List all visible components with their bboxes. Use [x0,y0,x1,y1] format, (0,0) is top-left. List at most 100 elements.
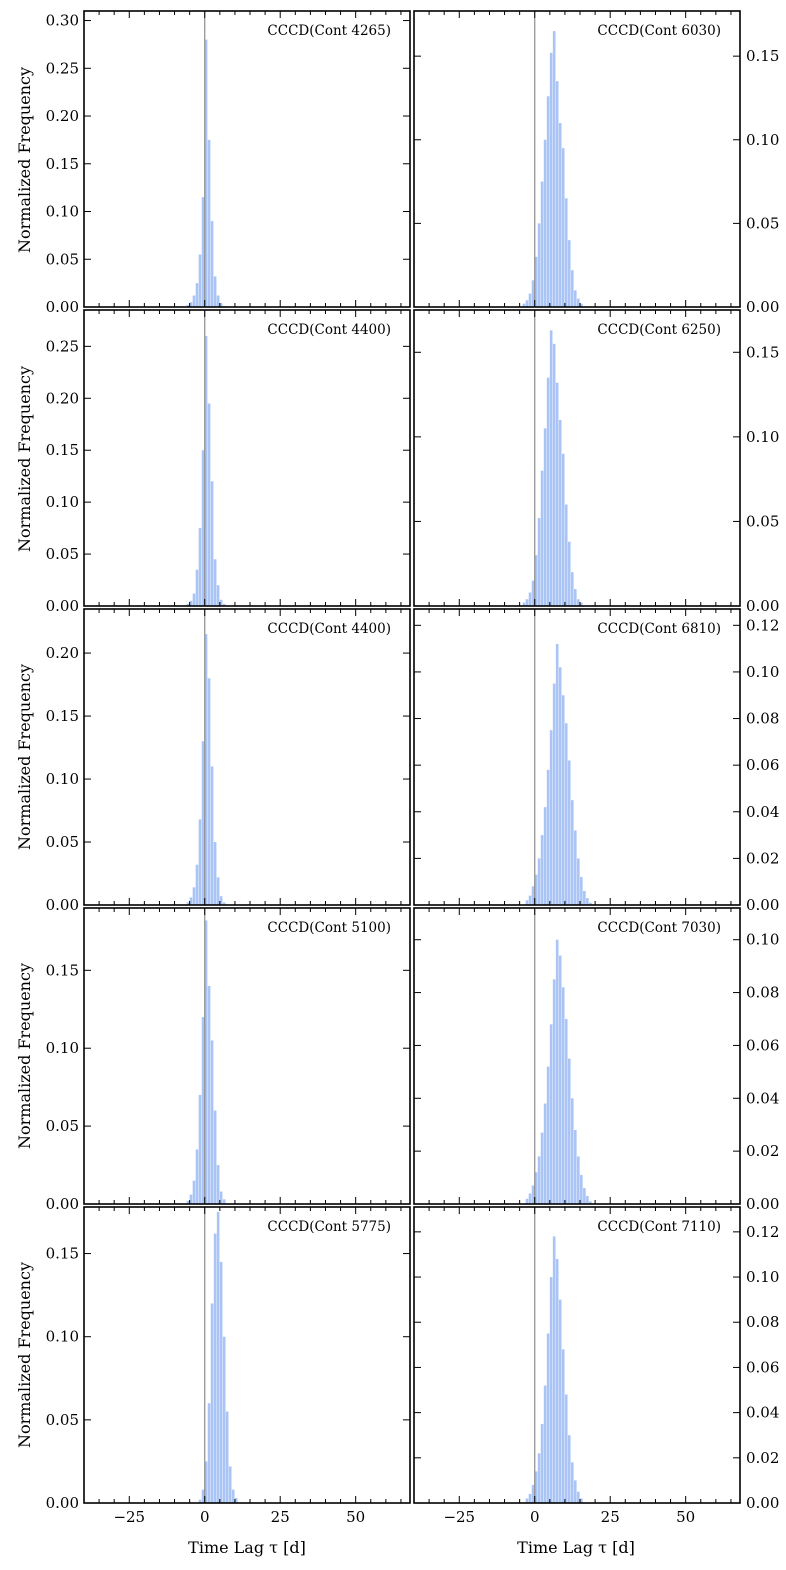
y-tick-label: 0.10 [46,493,79,511]
histogram-bar [207,985,211,1204]
histogram-bar [231,1489,235,1503]
histogram-bar [201,1489,205,1503]
histogram-bar [549,52,553,308]
histogram-bar [198,254,202,307]
histogram-bar [564,504,568,606]
histogram-bar [204,39,208,308]
y-tick-label: 0.05 [46,1117,79,1135]
histogram-bar [525,1498,529,1503]
histogram-bar [546,377,550,606]
histogram-bar [567,1058,571,1204]
y-tick-label: 0.15 [746,343,779,361]
y-tick-label: 0.15 [746,47,779,65]
axis-labels: Time Lag τ [d] Time Lag τ [d] Normalized… [15,67,635,1557]
histogram-bar [531,1484,535,1503]
histogram-bar [543,139,547,307]
y-tick-label: 0.15 [46,441,79,459]
histogram-bar [546,769,550,905]
histogram-bar [234,1498,238,1503]
histogram-bar [186,1200,190,1204]
histogram-bar [210,1040,214,1204]
histogram-bar [207,678,211,905]
panel-title: CCCD(Cont 4400) [267,621,391,637]
plot-frame [83,10,411,308]
y-tick-label: 0.00 [746,1494,779,1512]
histogram-bar [213,842,217,905]
histogram-bar [207,403,211,606]
histogram-bar [192,1180,196,1204]
histogram-bar [561,987,565,1204]
y-tick-label: 0.20 [46,644,79,662]
histogram-bar [570,1462,574,1503]
histogram-bar [540,470,544,606]
histogram-bar [525,1198,529,1204]
histogram-bar [564,198,568,307]
histogram-bar [192,295,196,307]
y-tick-label: 0.00 [46,1195,79,1213]
y-tick-label: 0.02 [746,849,779,867]
histogram-bar [543,1103,547,1204]
histogram-bar [577,599,580,606]
histogram-bar [552,683,556,905]
histogram-bar [558,955,562,1204]
plot-frame [413,608,741,906]
histogram-bar [558,667,562,905]
histogram-bar [207,139,211,307]
panel-left-1: 0.00 0.05 0.10 0.15 0.20 0.25 0.30 CCCD(Cont 42… [46,10,411,316]
histogram-bar [583,891,586,905]
histogram-bar [567,240,571,307]
y-tick-label: 0.12 [746,1223,779,1241]
histogram-bar [537,858,541,905]
x-tick-label: 50 [676,1508,695,1526]
histogram-bar [216,1165,220,1204]
y-axis-label-row-4: Normalized Frequency [15,963,34,1149]
y-tick-label: 0.10 [746,931,779,949]
y-tick-label: 0.10 [46,770,79,788]
histogram-bar [216,877,220,905]
panel-right-4: 0.00 0.02 0.04 0.06 0.08 0.10 CCCD(Cont 7030) [413,907,779,1213]
y-tick-label: 0.10 [746,428,779,446]
histogram-bar [213,276,217,307]
histogram-bar [189,302,193,307]
histogram-bar [198,1499,202,1503]
y-tick-label: 0.25 [46,337,79,355]
histogram-bar [561,453,565,606]
x-tick-label: −25 [113,1508,145,1526]
histogram-bar [573,830,577,905]
y-tick-label: 0.10 [746,1268,779,1286]
panel-left-5: 0.00 0.05 0.10 0.15 −25 0 25 50 CCCD(Cont 5775) [46,1206,411,1526]
histogram-bar [522,602,526,606]
histogram-bar [522,303,526,307]
histogram-bar [219,1261,223,1503]
histogram-bar [534,256,538,307]
histogram-bar [583,1188,586,1204]
y-tick-label: 0.15 [46,1245,79,1263]
x-tick-label: 25 [601,1508,620,1526]
y-tick-label: 0.05 [746,214,779,232]
histogram-bar [213,1110,217,1204]
panel-title: CCCD(Cont 6030) [597,23,721,39]
panel-title: CCCD(Cont 4400) [267,322,391,338]
histogram-bar [525,599,529,606]
histogram-bar [222,1336,226,1503]
panel-left-3: 0.00 0.05 0.10 0.15 0.20 CCCD(Cont 4400) [46,608,411,914]
histogram-bar [204,920,208,1204]
y-tick-label: 0.00 [46,298,79,316]
y-tick-label: 0.05 [46,250,79,268]
y-tick-label: 0.20 [46,107,79,125]
histogram-bar [537,223,541,307]
histogram-bar [546,96,550,307]
histogram-bar [210,766,214,905]
plot-frame [83,1206,411,1504]
histogram-bar [549,730,553,905]
histogram-bar [219,599,223,606]
histogram-bar [586,1196,589,1204]
y-axis-label-row-5: Normalized Frequency [15,1262,34,1448]
y-tick-label: 0.00 [746,1195,779,1213]
histogram-bar [219,1191,223,1204]
histogram-bar [586,898,589,905]
histogram-bar [222,902,226,905]
y-tick-label: 0.25 [46,59,79,77]
histogram-bar [528,895,532,905]
